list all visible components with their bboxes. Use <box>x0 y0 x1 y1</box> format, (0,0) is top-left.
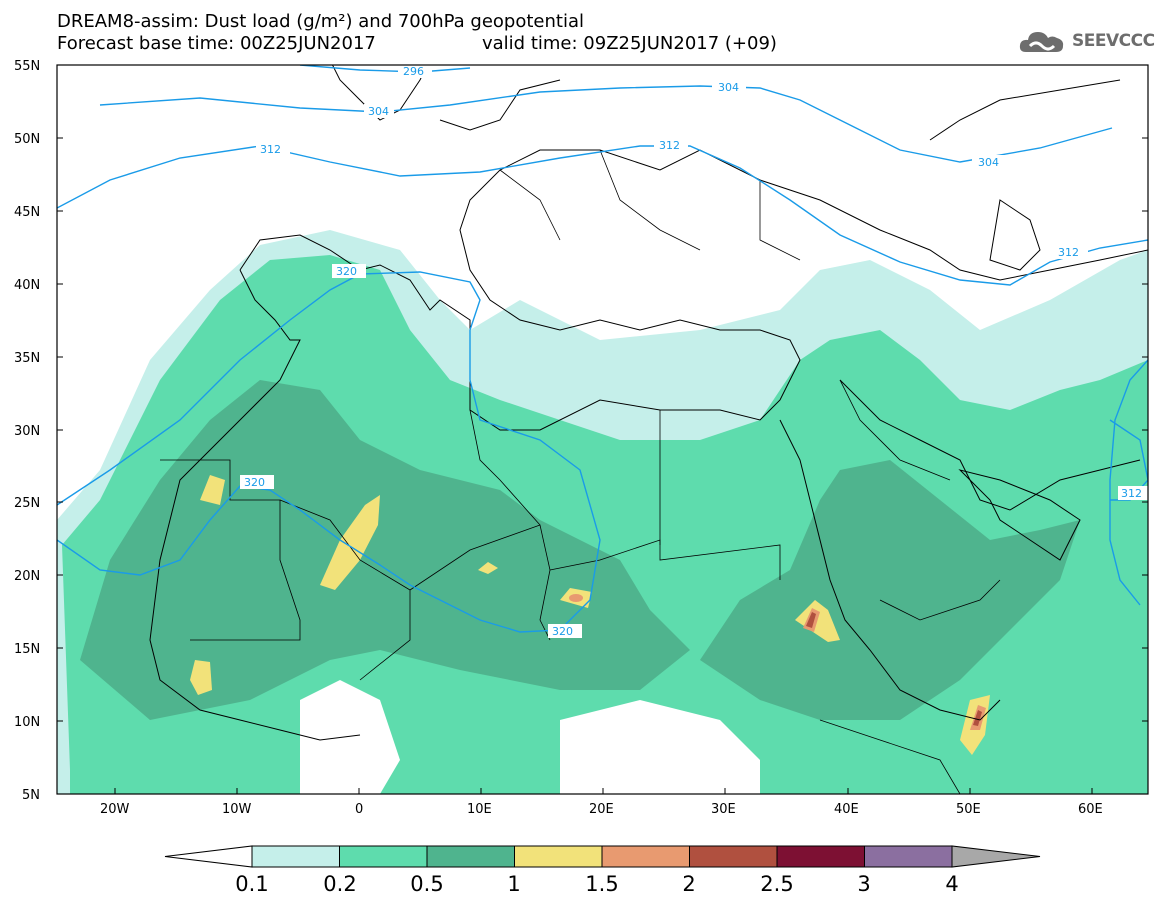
lat-label: 30N <box>14 424 40 439</box>
colorbar-label: 0.5 <box>410 872 443 896</box>
lat-label: 25N <box>14 496 40 511</box>
colorbar-label: 1.5 <box>585 872 618 896</box>
lon-label: 10E <box>467 802 492 817</box>
lon-label: 40E <box>834 802 859 817</box>
dust-band-0.5 <box>80 380 690 720</box>
contour-labels: 296 304 304 304 312 312 312 312 320 320 … <box>240 65 1148 638</box>
colorbar-swatch <box>689 845 778 868</box>
contour-label: 312 <box>260 143 281 156</box>
contour-label: 304 <box>718 81 739 94</box>
lon-label: 10W <box>222 802 252 817</box>
dust-patch-2-b <box>973 710 982 726</box>
lon-label: 20E <box>589 802 614 817</box>
colorbar-swatch <box>514 845 603 868</box>
colorbar-swatch <box>426 845 515 868</box>
seevccc-logo: SEEVCCC <box>1018 24 1155 58</box>
colorbar-swatch <box>864 845 953 868</box>
lon-label: 30E <box>711 802 736 817</box>
lat-label: 45N <box>14 205 40 220</box>
lon-label: 0 <box>355 802 363 817</box>
colorbar-label: 1 <box>507 872 520 896</box>
colorbar-swatch <box>251 845 340 868</box>
dust-patch-2-a <box>806 612 816 628</box>
lat-label: 35N <box>14 351 40 366</box>
map-area: 296 304 304 304 312 312 312 312 320 320 … <box>57 65 1148 794</box>
contour-label: 312 <box>1058 246 1079 259</box>
colorbar-label: 2 <box>682 872 695 896</box>
colorbar-under-triangle <box>164 845 253 868</box>
latitude-labels: 55N 50N 45N 40N 35N 30N 25N 20N 15N 10N … <box>14 59 40 803</box>
contour-304 <box>99 85 1113 163</box>
contour-296 <box>299 65 471 73</box>
colorbar-labels: 0.1 0.2 0.5 1 1.5 2 2.5 3 4 <box>235 872 958 896</box>
coastlines <box>149 65 1148 741</box>
contour-label: 296 <box>403 65 424 78</box>
forecast-base-time: Forecast base time: 00Z25JUN2017 <box>57 33 376 54</box>
contour-label: 304 <box>368 105 389 118</box>
lat-label: 15N <box>14 642 40 657</box>
contour-label: 312 <box>659 139 680 152</box>
dust-patch-1-b <box>200 475 225 505</box>
colorbar-swatch <box>601 845 690 868</box>
dust-patch-1-e <box>478 562 498 574</box>
colorbar-label: 0.2 <box>323 872 356 896</box>
country-borders <box>160 149 1001 794</box>
colorbar-label: 0.1 <box>235 872 268 896</box>
latitude-axis <box>57 64 1148 722</box>
colorbar-label: 2.5 <box>760 872 793 896</box>
colorbar <box>164 845 1041 868</box>
clear-area-southeast <box>560 700 760 794</box>
lon-label: 50E <box>956 802 981 817</box>
dust-patch-1-a <box>320 495 380 590</box>
lon-label: 60E <box>1078 802 1103 817</box>
colorbar-label: 3 <box>857 872 870 896</box>
lat-label: 40N <box>14 278 40 293</box>
dust-patch-1-f <box>795 600 840 642</box>
contour-label: 320 <box>244 476 265 489</box>
colorbar-swatch <box>776 845 865 868</box>
colorbar-label: 4 <box>945 872 958 896</box>
dust-band-0.5-east <box>700 460 1080 720</box>
valid-time: valid time: 09Z25JUN2017 (+09) <box>482 33 777 54</box>
contour-label: 312 <box>1121 487 1142 500</box>
contour-label: 320 <box>336 265 357 278</box>
cloud-icon <box>1019 32 1064 52</box>
dust-patch-1-c <box>190 660 212 695</box>
logo-text: SEEVCCC <box>1072 31 1155 51</box>
lon-label: 20W <box>100 802 130 817</box>
lat-label: 10N <box>14 715 40 730</box>
lat-label: 5N <box>22 788 40 803</box>
lat-label: 20N <box>14 569 40 584</box>
colorbar-over-triangle <box>951 845 1041 868</box>
clear-area-south <box>300 680 400 794</box>
longitude-labels: 20W 10W 0 10E 20E 30E 40E 50E 60E <box>100 802 1103 817</box>
lat-label: 55N <box>14 59 40 74</box>
contour-320-east <box>1109 359 1148 606</box>
lat-label: 50N <box>14 132 40 147</box>
dust-patch-1.5-a <box>569 594 583 602</box>
contour-label: 320 <box>552 625 573 638</box>
colorbar-swatch <box>339 845 428 868</box>
map-title: DREAM8-assim: Dust load (g/m²) and 700hP… <box>57 11 584 32</box>
contour-label: 304 <box>978 156 999 169</box>
longitude-axis <box>114 788 1093 794</box>
